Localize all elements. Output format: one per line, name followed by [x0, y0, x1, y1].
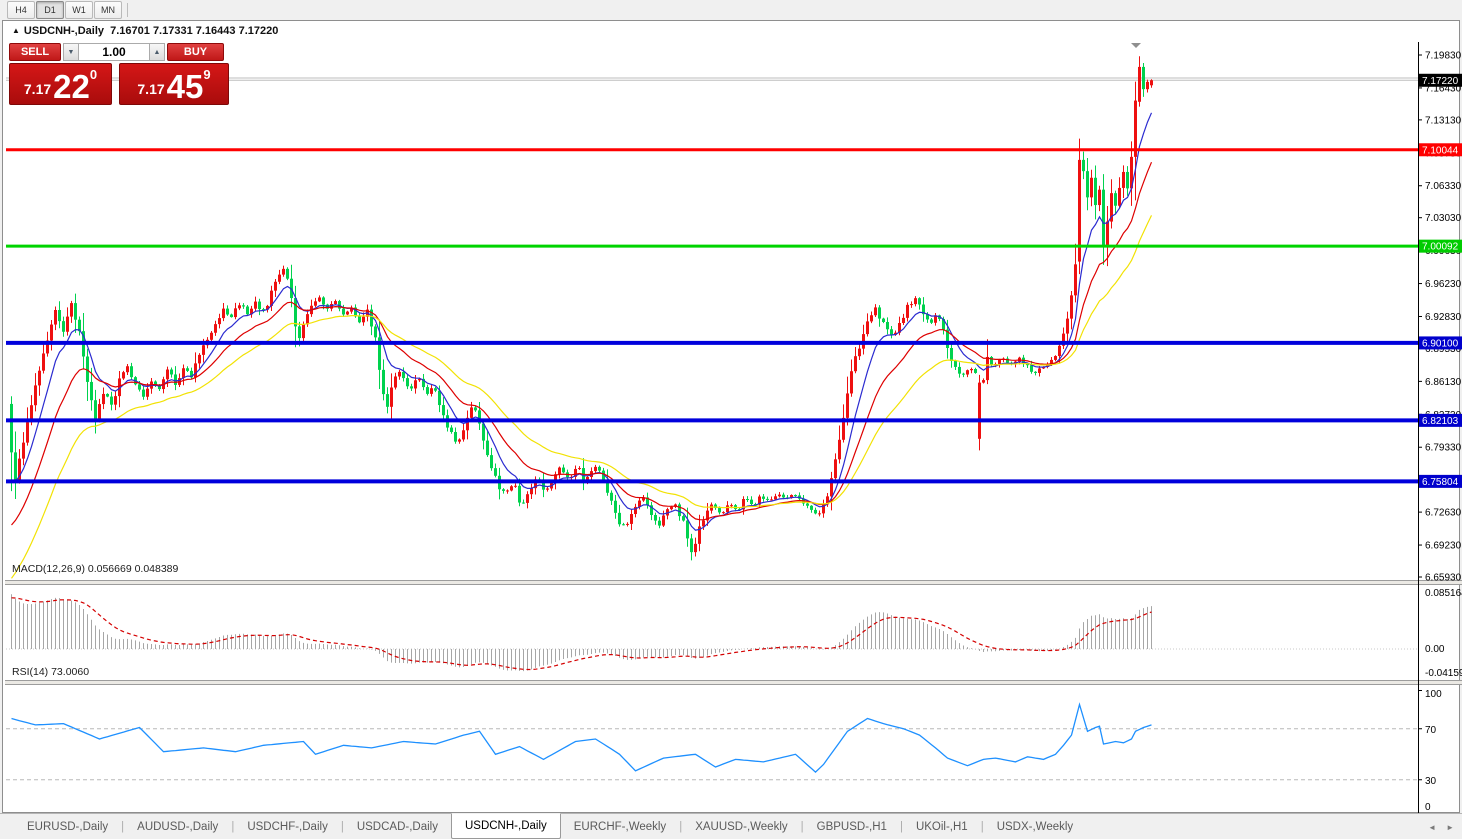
chart-ohlc-values: 7.16701 7.17331 7.16443 7.17220: [110, 25, 279, 37]
svg-text:6.90100: 6.90100: [1422, 338, 1459, 349]
svg-text:-0.041597: -0.041597: [1425, 668, 1462, 679]
chart-tab-usdchf[interactable]: USDCHF-,Daily: [247, 820, 328, 833]
sell-price-tile[interactable]: 7.17 22 0: [9, 63, 112, 105]
buy-price-tile[interactable]: 7.17 45 9: [119, 63, 229, 105]
chart-title: ▲ USDCNH-,Daily 7.16701 7.17331 7.16443 7…: [12, 25, 278, 37]
timeframe-button-d1[interactable]: D1: [36, 0, 64, 19]
timeframe-button-mn[interactable]: MN: [94, 0, 122, 19]
svg-text:6.92830: 6.92830: [1425, 312, 1462, 323]
tab-separator: |: [121, 820, 125, 833]
chart-tab-usdcnh[interactable]: USDCNH-,Daily: [450, 813, 561, 839]
tab-separator: |: [340, 820, 344, 833]
svg-text:0: 0: [1425, 802, 1431, 813]
rsi-line: [11, 702, 1152, 773]
timeframe-button-h4[interactable]: H4: [7, 0, 35, 19]
chart-tab-eurusd[interactable]: EURUSD-,Daily: [27, 820, 109, 833]
hline-price-badge: [1419, 336, 1462, 350]
sell-button[interactable]: SELL: [9, 43, 61, 61]
timeframe-toolbar: H4 D1 W1 MN: [0, 0, 1462, 19]
chart-tab-eurchf[interactable]: EURCHF-,Weekly: [573, 820, 667, 833]
tab-separator: |: [679, 820, 683, 833]
svg-text:7.00092: 7.00092: [1422, 242, 1459, 253]
buy-button[interactable]: BUY: [167, 43, 224, 61]
svg-text:6.89530: 6.89530: [1425, 344, 1462, 355]
tab-scroll-right-icon[interactable]: ►: [1446, 822, 1454, 832]
macd-signal-line: [11, 597, 1152, 671]
svg-text:6.72630: 6.72630: [1425, 508, 1462, 519]
rsi-pane: [6, 702, 1418, 781]
tab-separator: |: [899, 820, 903, 833]
moving-average-34: [11, 215, 1153, 579]
macd-pane: [6, 594, 1418, 672]
volume-decrease-button[interactable]: ▼: [63, 43, 79, 61]
svg-text:7.03030: 7.03030: [1425, 213, 1462, 224]
hline-price-badge: [1419, 474, 1462, 488]
toolbar-separator: [127, 2, 128, 17]
one-click-trading-panel: SELL ▼ 1.00 ▲ BUY 7.17 22 0 7.17 45 9: [9, 43, 229, 105]
hline-price-badge: [1419, 413, 1462, 427]
chart-window: 7.198307.164307.131307.097307.063307.030…: [2, 20, 1462, 832]
chart-tab-ukoil[interactable]: UKOil-,H1: [915, 820, 968, 833]
bid-price-badge: [1419, 73, 1462, 87]
candles-layer: [10, 56, 1153, 561]
svg-text:0.085164: 0.085164: [1425, 588, 1462, 599]
svg-text:6.96230: 6.96230: [1425, 279, 1462, 290]
chart-symbol-label: USDCNH-,Daily: [23, 25, 104, 37]
svg-text:7.17220: 7.17220: [1422, 76, 1459, 87]
tab-scroll-arrows: ◄ ►: [1428, 814, 1454, 839]
main-price-pane: [6, 56, 1418, 579]
tab-separator: |: [231, 820, 235, 833]
svg-text:6.79330: 6.79330: [1425, 443, 1462, 454]
svg-text:7.19830: 7.19830: [1425, 51, 1462, 62]
svg-text:7.06330: 7.06330: [1425, 181, 1462, 192]
price-axis: 7.198307.164307.131307.097307.063307.030…: [1418, 42, 1462, 819]
chart-canvas[interactable]: 7.198307.164307.131307.097307.063307.030…: [3, 21, 1462, 839]
buy-price-sup: 9: [203, 67, 211, 82]
horizontal-line-objects: [6, 148, 1418, 484]
chart-tab-usdx[interactable]: USDX-,Weekly: [996, 820, 1074, 833]
sell-price-big: 22: [53, 67, 90, 105]
svg-text:7.16430: 7.16430: [1425, 83, 1462, 94]
sell-price-prefix: 7.17: [23, 81, 52, 97]
collapse-triangle-icon[interactable]: ▲: [12, 26, 20, 35]
svg-text:7.10044: 7.10044: [1422, 145, 1459, 156]
volume-increase-button[interactable]: ▲: [149, 43, 165, 61]
chart-tab-xauusd[interactable]: XAUUSD-,Weekly: [695, 820, 788, 833]
tab-separator: |: [800, 820, 804, 833]
buy-price-prefix: 7.17: [137, 81, 165, 97]
svg-text:70: 70: [1425, 725, 1437, 736]
buy-price-big: 45: [166, 67, 204, 105]
hline-price-badge: [1419, 239, 1462, 253]
svg-text:6.75804: 6.75804: [1422, 477, 1459, 488]
svg-text:7.13130: 7.13130: [1425, 115, 1462, 126]
chart-shift-marker-icon: [1131, 43, 1141, 48]
chart-tab-audusd[interactable]: AUDUSD-,Daily: [137, 820, 219, 833]
hline-price-badge: [1419, 143, 1462, 157]
tab-separator: |: [980, 820, 984, 833]
svg-text:100: 100: [1425, 689, 1442, 700]
rsi-indicator-label: RSI(14) 73.0060: [12, 666, 90, 678]
svg-text:30: 30: [1425, 776, 1437, 787]
svg-text:6.82103: 6.82103: [1422, 416, 1459, 427]
timeframe-button-w1[interactable]: W1: [65, 0, 93, 19]
sell-price-sup: 0: [89, 67, 98, 82]
svg-text:6.69230: 6.69230: [1425, 541, 1462, 552]
chart-tab-bar: EURUSD-,Daily | AUDUSD-,Daily | USDCHF-,Dail…: [0, 813, 1462, 839]
svg-text:6.65930: 6.65930: [1425, 573, 1462, 584]
chart-tab-usdcad[interactable]: USDCAD-,Daily: [356, 820, 438, 833]
svg-text:6.86130: 6.86130: [1425, 377, 1462, 388]
volume-input[interactable]: 1.00: [79, 43, 149, 61]
chart-tab-gbpusd[interactable]: GBPUSD-,H1: [816, 820, 887, 833]
macd-indicator-label: MACD(12,26,9) 0.056669 0.048389: [12, 563, 179, 575]
tab-scroll-left-icon[interactable]: ◄: [1428, 822, 1437, 832]
svg-text:0.00: 0.00: [1425, 644, 1445, 655]
moving-average-8: [11, 112, 1153, 531]
